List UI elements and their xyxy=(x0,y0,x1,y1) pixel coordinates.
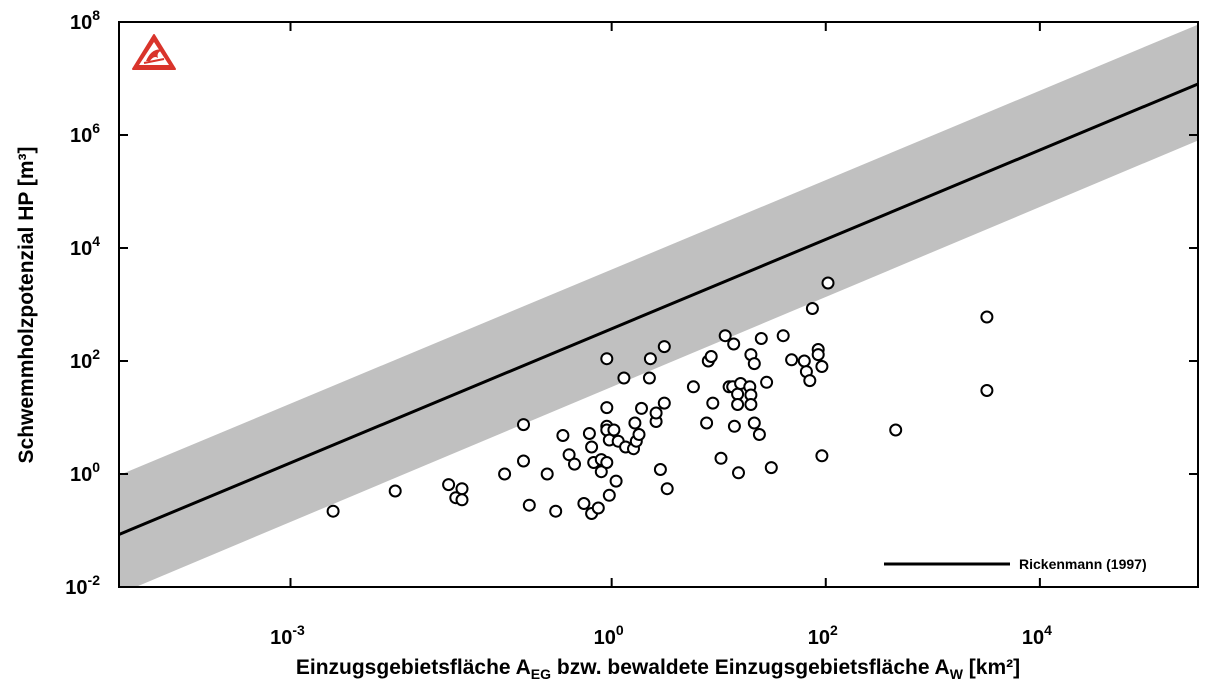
x-axis-title: Einzugsgebietsfläche AEG bzw. bewaldete … xyxy=(296,656,1020,682)
x-tick-label: 100 xyxy=(594,622,624,649)
data-points xyxy=(326,276,994,520)
data-point xyxy=(455,482,469,496)
data-point xyxy=(455,493,469,507)
data-point xyxy=(727,419,741,433)
data-point xyxy=(649,406,663,420)
data-point xyxy=(700,416,714,430)
y-tick-label: 100 xyxy=(70,459,100,486)
data-point xyxy=(718,329,732,343)
data-point xyxy=(797,354,811,368)
y-tick-label: 104 xyxy=(70,233,100,260)
x-tick-label: 104 xyxy=(1022,622,1052,649)
data-point xyxy=(747,357,761,371)
data-point xyxy=(442,478,456,492)
data-point xyxy=(643,352,657,366)
data-point xyxy=(731,387,745,401)
rickenmann-1997-line xyxy=(119,82,1198,536)
plot-area xyxy=(119,24,1198,587)
y-tick-label: 10-2 xyxy=(65,572,100,599)
y-tick-label: 102 xyxy=(70,346,100,373)
legend-label: Rickenmann (1997) xyxy=(1019,556,1147,572)
data-point xyxy=(653,463,667,476)
data-point xyxy=(577,497,591,510)
data-point xyxy=(727,337,741,351)
data-point xyxy=(821,276,835,290)
prediction-band xyxy=(119,24,1198,587)
x-tick-labels: 10-3 100 102 104 xyxy=(270,622,1052,649)
data-point xyxy=(635,401,648,415)
data-point xyxy=(731,398,745,411)
data-point xyxy=(522,498,536,512)
data-point xyxy=(600,401,614,415)
axis-ticks xyxy=(119,21,1198,588)
data-point xyxy=(607,423,621,437)
data-point xyxy=(760,375,774,389)
data-point xyxy=(617,371,631,385)
data-point xyxy=(642,371,656,385)
data-point xyxy=(776,329,790,343)
y-tick-label: 108 xyxy=(70,7,100,34)
data-point xyxy=(803,374,817,388)
data-point xyxy=(980,384,994,397)
data-point xyxy=(754,332,768,345)
data-point xyxy=(517,454,530,468)
hazard-logo-icon xyxy=(132,34,176,70)
y-tick-label: 106 xyxy=(70,120,100,147)
data-point xyxy=(815,360,829,373)
data-point xyxy=(568,457,581,471)
data-point xyxy=(980,310,994,324)
data-point xyxy=(714,451,728,465)
data-point xyxy=(785,353,799,367)
data-point xyxy=(628,416,642,430)
y-tick-labels: 10-2 100 102 104 106 108 xyxy=(65,7,100,599)
data-point xyxy=(600,352,614,366)
data-point xyxy=(517,418,530,432)
data-point xyxy=(815,449,829,463)
data-point xyxy=(744,398,758,411)
data-point xyxy=(609,474,623,488)
data-point xyxy=(591,501,605,515)
data-point xyxy=(660,482,674,496)
data-point xyxy=(805,302,819,315)
data-point xyxy=(600,456,614,469)
data-point xyxy=(556,429,570,442)
legend: Rickenmann (1997) xyxy=(884,556,1147,572)
data-point xyxy=(562,448,576,462)
data-point xyxy=(582,427,596,440)
data-point xyxy=(686,380,700,394)
data-point xyxy=(752,428,766,441)
data-point xyxy=(657,396,671,410)
data-point xyxy=(732,466,745,480)
data-point xyxy=(706,396,720,410)
data-point xyxy=(549,504,563,518)
data-point xyxy=(594,465,608,479)
x-tick-label: 10-3 xyxy=(270,622,305,649)
data-point xyxy=(747,416,761,430)
data-point xyxy=(540,467,554,481)
data-point xyxy=(632,428,646,441)
data-point xyxy=(585,440,599,454)
plot-frame xyxy=(118,21,1199,588)
y-axis-title: Schwemmholzpotenzial HP [m³] xyxy=(15,147,38,464)
data-point xyxy=(764,461,778,475)
data-point xyxy=(602,488,616,502)
x-tick-label: 102 xyxy=(808,622,838,649)
data-point xyxy=(326,504,340,518)
data-point xyxy=(498,467,512,481)
data-point xyxy=(889,423,903,437)
data-point xyxy=(388,484,402,498)
data-point xyxy=(811,348,825,362)
data-point xyxy=(704,350,718,363)
data-point xyxy=(657,340,671,354)
